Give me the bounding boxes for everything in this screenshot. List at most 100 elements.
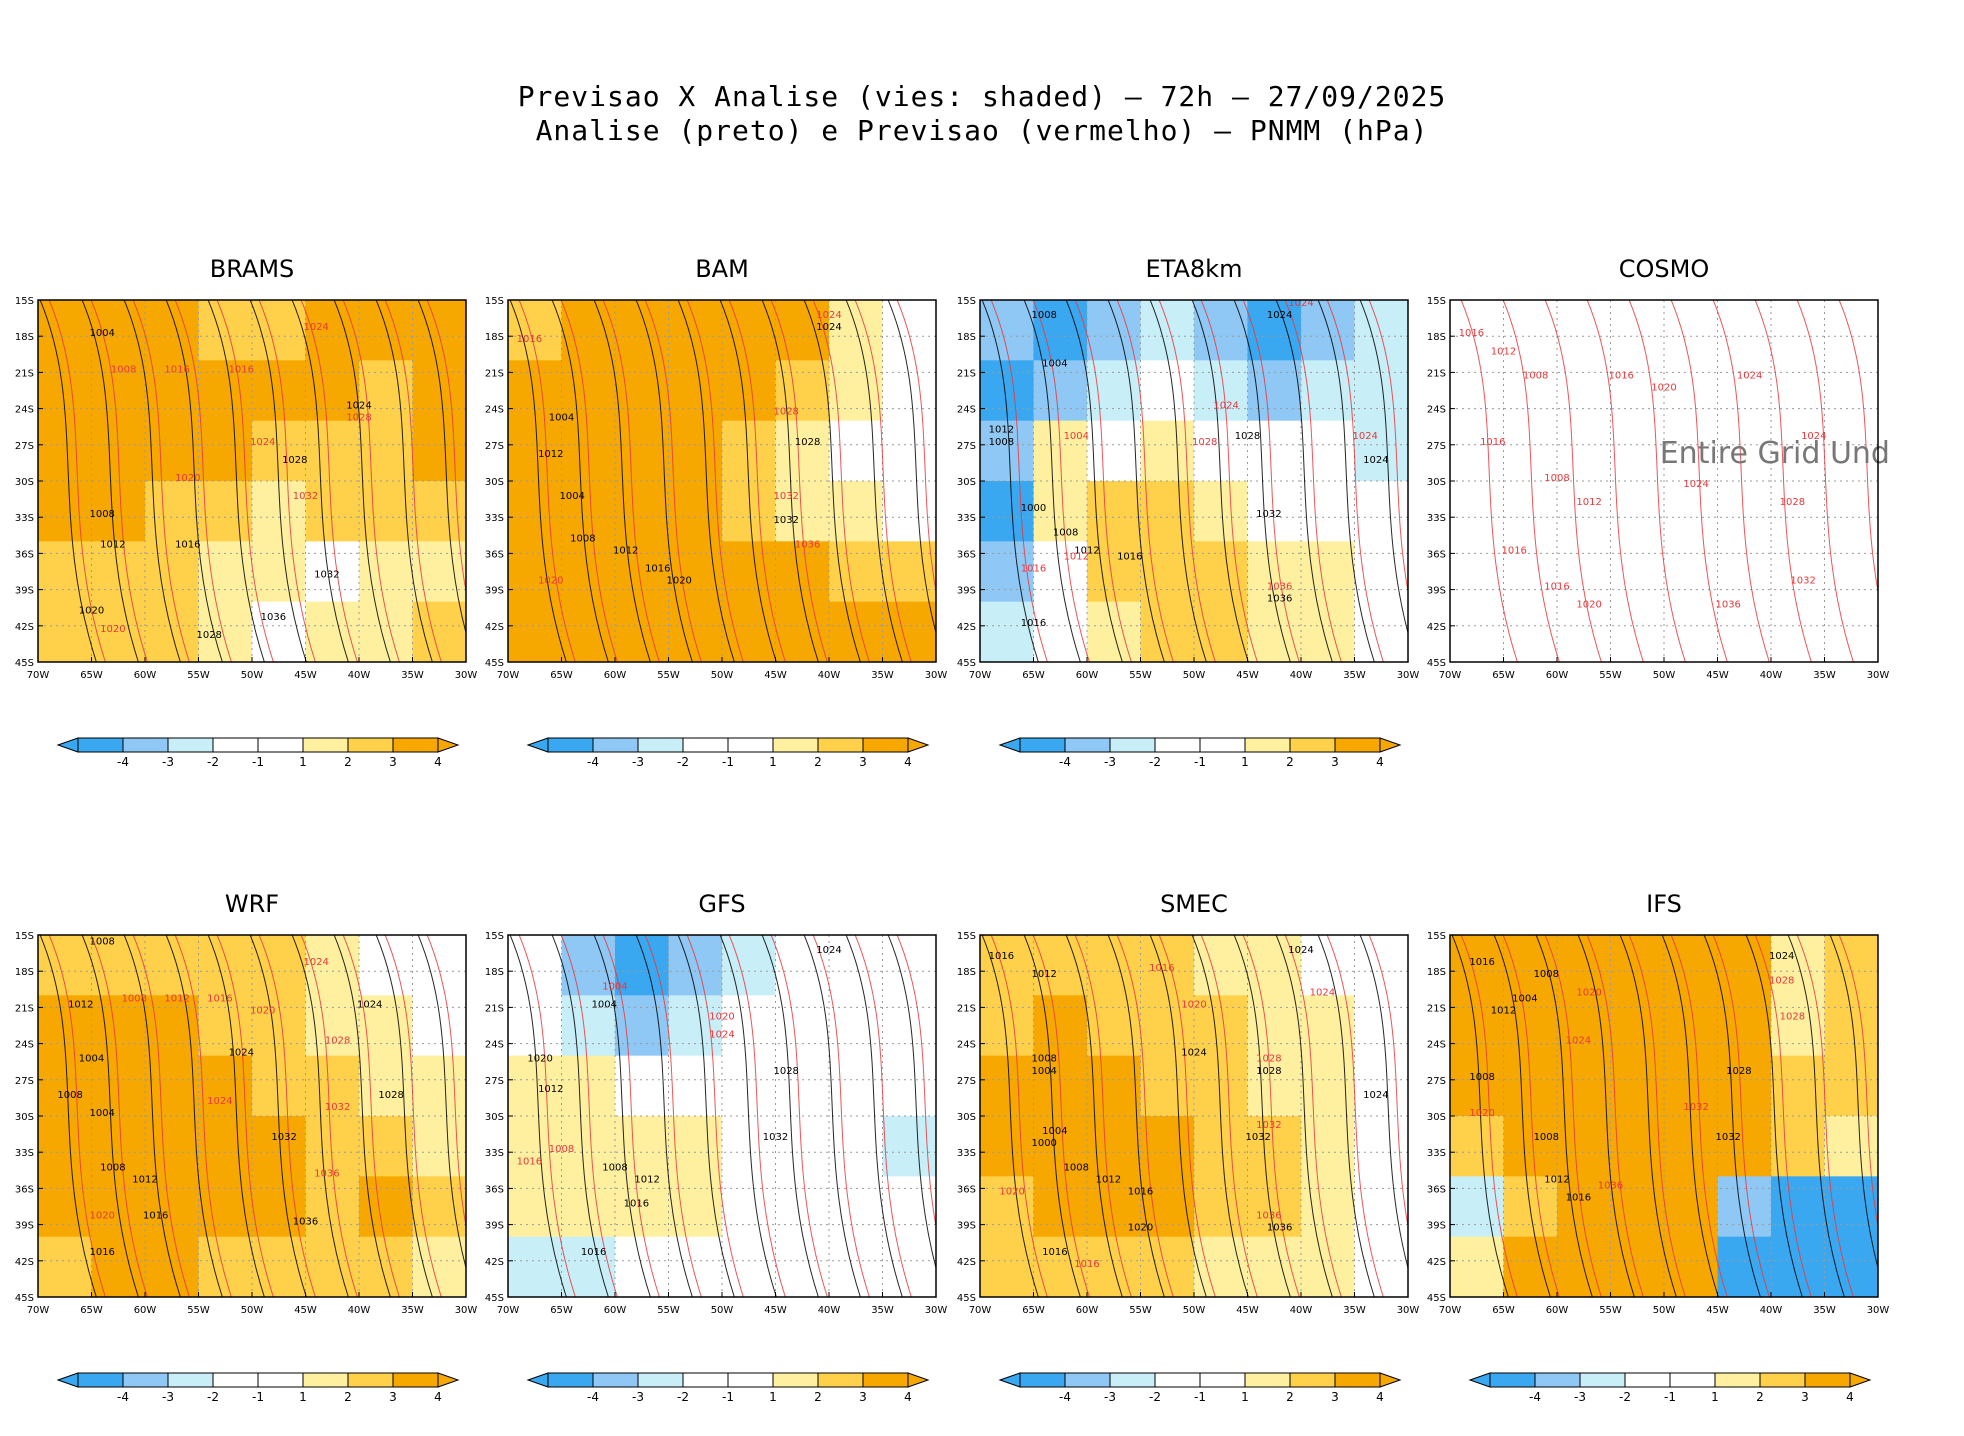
bias-cell (91, 1176, 146, 1238)
bias-cell (561, 541, 616, 603)
analysis-contour-label: 1024 (1769, 951, 1794, 962)
bias-cell (1717, 1055, 1772, 1117)
lon-tick-label: 35W (871, 670, 894, 681)
bias-cell (882, 601, 936, 662)
lat-tick-label: 33S (957, 1148, 976, 1159)
forecast-contour-label: 1008 (122, 993, 147, 1004)
lat-tick-label: 42S (1427, 622, 1446, 633)
bias-cell (1087, 360, 1142, 422)
forecast-contour-label: 1036 (1598, 1180, 1623, 1191)
colorbar-label: 4 (434, 755, 442, 769)
forecast-contour-label: 1036 (1715, 600, 1740, 611)
bias-cell (722, 1176, 777, 1238)
bias-cell (1610, 1116, 1665, 1177)
bias-cell (1033, 601, 1088, 662)
bias-cell (1194, 420, 1249, 482)
forecast-contour-label: 1008 (1544, 473, 1569, 484)
isobar-line (887, 300, 936, 635)
colorbar-label: -4 (117, 1390, 129, 1404)
lat-tick-label: 42S (485, 1257, 504, 1268)
analysis-contour-label: 1008 (100, 1162, 125, 1173)
bias-cell (668, 300, 723, 361)
forecast-contour-label: 1020 (999, 1186, 1024, 1197)
forecast-contour-label: 1036 (314, 1168, 339, 1179)
bias-cell (508, 1055, 563, 1117)
isobar-line (1233, 300, 1291, 662)
bias-cell (38, 1176, 93, 1238)
isobar-line (1502, 300, 1560, 662)
forecast-contour-label: 1024 (303, 322, 328, 333)
lon-tick-label: 30W (455, 1305, 478, 1316)
bias-cell (561, 1236, 616, 1297)
lon-tick-label: 70W (969, 1305, 992, 1316)
isobar-line (207, 300, 265, 662)
analysis-contour-label: 1008 (1534, 1132, 1559, 1143)
bias-cell (1033, 481, 1088, 542)
analysis-contour-label: 1036 (293, 1217, 318, 1228)
forecast-contour-label: 1016 (1074, 1259, 1099, 1270)
colorbar-label: -1 (1194, 1390, 1206, 1404)
lat-tick-label: 39S (15, 1221, 34, 1232)
lat-tick-label: 33S (485, 513, 504, 524)
forecast-contour-label: 1016 (1608, 370, 1633, 381)
lon-tick-label: 50W (1653, 1305, 1676, 1316)
forecast-contour-label: 1024 (207, 1096, 232, 1107)
analysis-contour-label: 1000 (1031, 1138, 1056, 1149)
bias-cell (359, 420, 414, 482)
forecast-contour-label: 1016 (207, 993, 232, 1004)
panel-title-bam: BAM (695, 255, 749, 283)
analysis-contour-label: 1016 (1021, 618, 1046, 629)
map-eta8km: 1008100410121008100010081012101610161024… (957, 296, 1419, 681)
colorbar-label: -2 (1619, 1390, 1631, 1404)
bias-cell (1194, 1176, 1249, 1238)
forecast-contour-label: 1012 (1491, 346, 1516, 357)
isobar-line (1317, 935, 1375, 1297)
colorbar-label: 2 (1286, 755, 1294, 769)
lat-tick-label: 27S (15, 441, 34, 452)
isobar-line (635, 935, 693, 1297)
bias-cell (91, 935, 146, 996)
isobar-line (333, 300, 391, 662)
analysis-contour-label: 1012 (1544, 1174, 1569, 1185)
bias-cell (1771, 1055, 1826, 1117)
isobar-line (1628, 935, 1686, 1297)
bias-cell (829, 1116, 884, 1177)
bias-cell (198, 995, 253, 1057)
bias-cell (1033, 1236, 1088, 1297)
lon-tick-label: 55W (187, 670, 210, 681)
lon-tick-label: 40W (348, 670, 371, 681)
analysis-contour-label: 1028 (1235, 431, 1260, 442)
lat-tick-label: 15S (485, 296, 504, 307)
bias-cell (1087, 995, 1142, 1057)
bias-cell (615, 360, 670, 422)
bias-cell (508, 541, 563, 603)
bias-cell (38, 541, 93, 603)
bias-cell (1301, 420, 1356, 482)
lat-tick-label: 42S (15, 622, 34, 633)
colorbar-label: -4 (1529, 1390, 1541, 1404)
bias-cell (1247, 420, 1302, 482)
analysis-contour-label: 1028 (1726, 1066, 1751, 1077)
analysis-contour-label: 1012 (1491, 1005, 1516, 1016)
bias-cell (980, 541, 1035, 603)
isobar-line (300, 300, 358, 662)
bias-cell (775, 1236, 830, 1297)
lat-tick-label: 33S (1427, 1148, 1446, 1159)
analysis-contour-label: 1032 (271, 1132, 296, 1143)
isobar-line (1577, 935, 1635, 1297)
bias-cell (1140, 300, 1195, 361)
isobar-line (896, 935, 936, 1229)
isobar-line (1107, 300, 1165, 662)
lat-tick-label: 45S (1427, 658, 1446, 669)
isobar-line (165, 300, 223, 662)
lat-tick-label: 39S (1427, 1221, 1446, 1232)
lat-tick-label: 33S (15, 513, 34, 524)
bias-cell (1140, 995, 1195, 1057)
lon-tick-label: 40W (1760, 1305, 1783, 1316)
isobar-line (123, 300, 181, 662)
isobar-line (854, 935, 912, 1297)
bias-cell (91, 1116, 146, 1177)
bias-cell (145, 300, 200, 361)
bias-cell (1610, 1236, 1665, 1297)
bias-cell (1503, 1236, 1558, 1297)
